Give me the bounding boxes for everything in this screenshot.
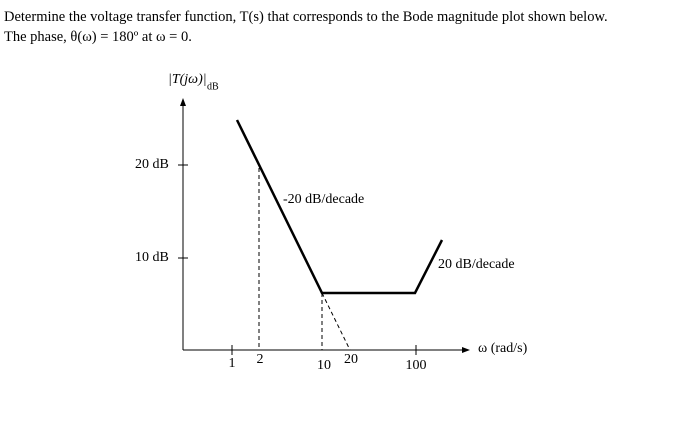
magnitude-curve xyxy=(235,119,444,295)
slope-annotation: -20 dB/decade xyxy=(283,192,364,207)
question-line: Determine the voltage transfer function,… xyxy=(4,9,608,25)
y-tick-label: 20 dB xyxy=(135,157,169,172)
x-tick-label: 2 xyxy=(257,352,264,367)
guide-line xyxy=(321,292,351,351)
x-axis-label: ω (rad/s) xyxy=(478,341,528,356)
question-line: The phase, θ(ω) = 180º at ω = 0. xyxy=(4,29,192,45)
x-tick-label: 100 xyxy=(406,358,427,373)
x-tick-label: 1 xyxy=(229,356,236,371)
y-axis-label: |T(jω)| xyxy=(168,72,207,87)
y-axis-label-sub: dB xyxy=(207,81,219,92)
slope-annotation: 20 dB/decade xyxy=(438,257,515,272)
x-tick-label: 10 xyxy=(317,358,331,373)
x-tick-label: 20 xyxy=(344,352,358,367)
y-tick-label: 10 dB xyxy=(135,250,169,265)
